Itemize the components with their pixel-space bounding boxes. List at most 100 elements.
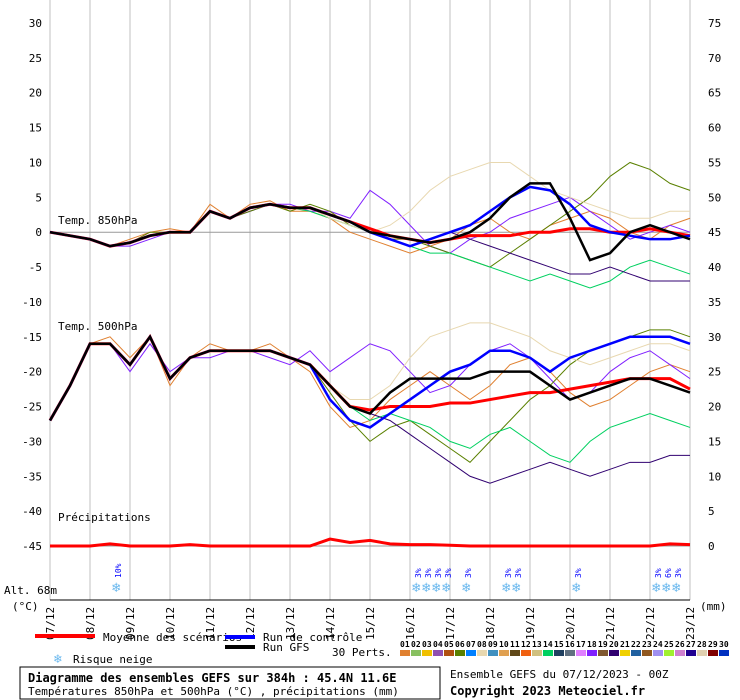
panel-label-precip: Précipitations (58, 511, 151, 524)
perturbation-swatch (697, 650, 707, 656)
perturbation-number: 10 (499, 640, 509, 649)
perturbation-swatch (576, 650, 586, 656)
perturbation-swatch (565, 650, 575, 656)
x-tick-label: 13/12 (284, 607, 297, 640)
snow-risk-row: ❄10%❄3%❄3%❄3%❄3%❄3%❄3%❄3%❄3%❄3%❄6%❄3% (112, 563, 683, 596)
left-tick-label: -20 (22, 366, 42, 379)
right-tick-label: 65 (708, 87, 721, 100)
right-tick-label: 10 (708, 470, 721, 483)
perturbation-number: 19 (598, 640, 608, 649)
perturbation-number: 24 (653, 640, 663, 649)
right-tick-label: 5 (708, 505, 715, 518)
x-tick-label: 23/12 (684, 607, 697, 640)
x-tick-label: 08/12 (84, 607, 97, 640)
perturbation-number: 28 (697, 640, 707, 649)
snow-risk-pct: 3% (424, 568, 433, 578)
snow-risk-pct: 3% (434, 568, 443, 578)
perturbation-number: 06 (455, 640, 465, 649)
x-tick-label: 18/12 (484, 607, 497, 640)
perturbation-line-850 (49, 189, 691, 254)
perturbation-swatch (477, 650, 487, 656)
perturbation-number: 25 (664, 640, 674, 649)
perturbation-number: 11 (510, 640, 520, 649)
snow-risk-pct: 3% (504, 568, 513, 578)
snowflake-icon: ❄ (462, 580, 471, 596)
right-unit: (mm) (700, 600, 727, 613)
series-line-t850 (49, 182, 691, 262)
panel-label-t500: Temp. 500hPa (58, 320, 137, 333)
perturbation-swatch (719, 650, 729, 656)
panel-label-t850: Temp. 850hPa (58, 214, 137, 227)
left-tick-label: 0 (35, 226, 42, 239)
right-tick-label: 50 (708, 191, 721, 204)
right-tick-label: 30 (708, 331, 721, 344)
left-tick-label: -35 (22, 470, 42, 483)
perturbation-number: 04 (433, 640, 443, 649)
snow-risk-pct: 6% (664, 568, 673, 578)
left-tick-label: -30 (22, 435, 42, 448)
left-tick-label: -45 (22, 540, 42, 553)
left-tick-label: 20 (29, 87, 42, 100)
left-tick-label: -40 (22, 505, 42, 518)
snow-risk-pct: 10% (114, 563, 123, 578)
right-tick-label: 0 (708, 540, 715, 553)
perturbation-number: 02 (411, 640, 421, 649)
perturbation-swatch (521, 650, 531, 656)
legend-mean-label: Moyenne des scénarios (103, 631, 242, 644)
perturbation-number: 03 (422, 640, 432, 649)
perturbation-swatch (444, 650, 454, 656)
right-tick-label: 60 (708, 122, 721, 135)
x-tick-label: 17/12 (444, 607, 457, 640)
right-tick-label: 15 (708, 435, 721, 448)
legend-mean-swatch (35, 634, 95, 638)
snowflake-icon: ❄ (672, 580, 681, 596)
perturbation-number: 07 (466, 640, 476, 649)
snow-risk-pct: 3% (514, 568, 523, 578)
perturbation-swatch (686, 650, 696, 656)
perturbation-number: 27 (686, 640, 696, 649)
x-tick-label: 19/12 (524, 607, 537, 640)
perturbation-swatch (422, 650, 432, 656)
x-tick-label: 09/12 (124, 607, 137, 640)
perturbation-swatch (642, 650, 652, 656)
x-tick-label: 16/12 (404, 607, 417, 640)
x-tick-label: 22/12 (644, 607, 657, 640)
right-tick-label: 55 (708, 156, 721, 169)
x-tick-label: 12/12 (244, 607, 257, 640)
perturbation-swatch (499, 650, 509, 656)
right-tick-label: 20 (708, 401, 721, 414)
left-tick-label: 10 (29, 156, 42, 169)
perturbation-number: 14 (543, 640, 553, 649)
perturbation-swatch (609, 650, 619, 656)
chart-subtitle: Températures 850hPa et 500hPa (°C) , pré… (28, 685, 399, 698)
snow-risk-pct: 3% (654, 568, 663, 578)
perturbation-number: 16 (565, 640, 575, 649)
right-tick-label: 25 (708, 366, 721, 379)
series-line-t500 (48, 334, 691, 422)
perturbation-swatch (433, 650, 443, 656)
perturbation-legend: 01 02 03 04 05 06 07 08 09 10 11 12 13 14 15 16 17 18 19 20… (400, 640, 729, 656)
perturbation-swatch (708, 650, 718, 656)
perturbation-swatch (543, 650, 553, 656)
perturbation-number: 18 (587, 640, 597, 649)
x-tick-label: 20/12 (564, 607, 577, 640)
snowflake-icon: ❄ (53, 652, 62, 667)
left-tick-label: -25 (22, 401, 42, 414)
snowflake-icon: ❄ (662, 580, 671, 596)
right-tick-label: 35 (708, 296, 721, 309)
snowflake-icon: ❄ (112, 580, 121, 596)
snowflake-icon: ❄ (442, 580, 451, 596)
axes: 07/12 08/12 09/12 10/12 11/12 12/12 13/12 14/12… (22, 17, 721, 640)
perturbation-number: 20 (609, 640, 619, 649)
snow-risk-pct: 3% (444, 568, 453, 578)
right-tick-label: 75 (708, 17, 721, 30)
main-lines (48, 182, 691, 548)
perturbation-swatch (598, 650, 608, 656)
perturbation-number: 29 (708, 640, 718, 649)
perturbation-number: 09 (488, 640, 498, 649)
x-tick-label: 07/12 (44, 607, 57, 640)
perturbation-swatch (631, 650, 641, 656)
perturbation-swatch (532, 650, 542, 656)
chart-title: Diagramme des ensembles GEFS sur 384h : … (28, 671, 396, 685)
left-tick-label: 30 (29, 17, 42, 30)
